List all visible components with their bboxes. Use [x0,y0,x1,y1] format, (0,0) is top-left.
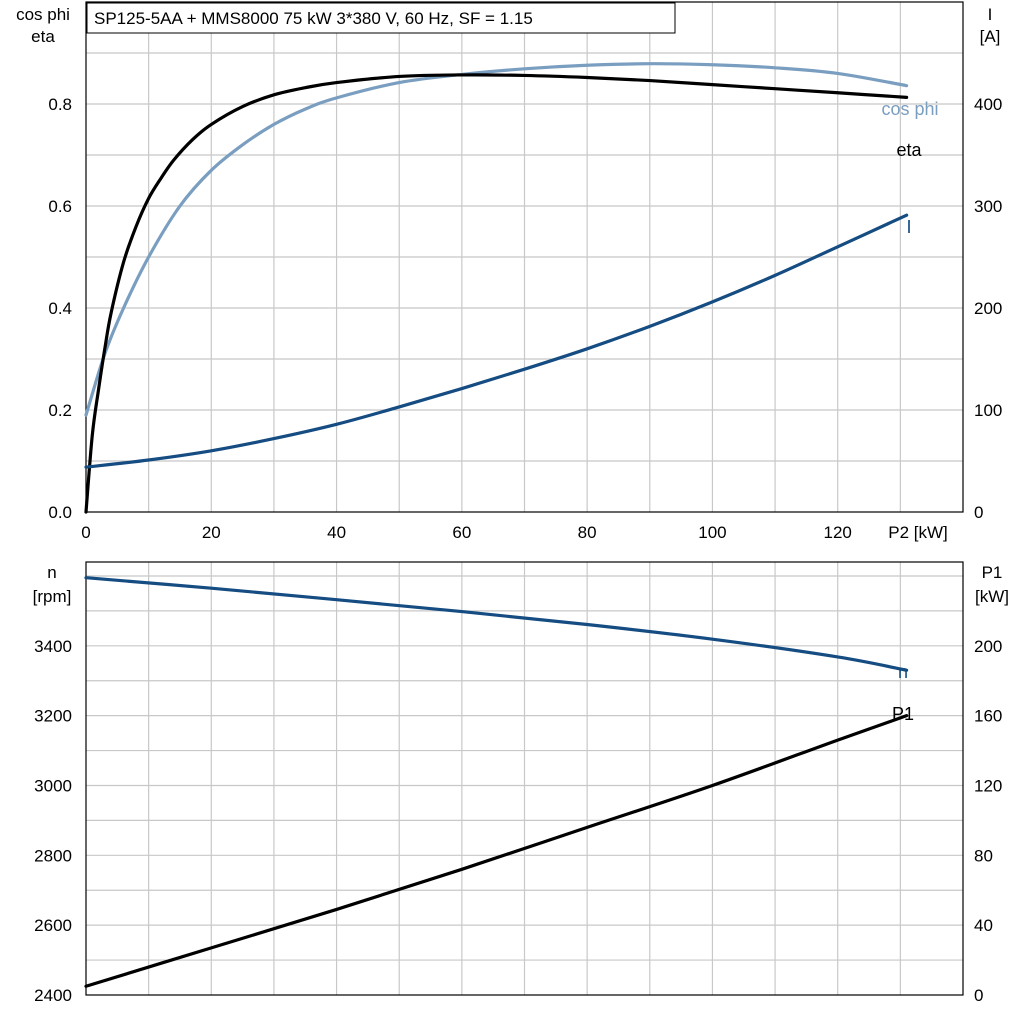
top-left-tick-label: 0.0 [48,503,72,522]
top-right-tick-label: 400 [974,95,1002,114]
chart-title-box [86,2,676,34]
top-curves: eta cos phi I [84,62,939,514]
x-axis-title: P2 [kW] [888,523,948,542]
top-ticks: 0 20 40 60 80 100 120 0.0 0.2 0.4 0.6 0.8 0 100 200 300… [48,95,1002,542]
x-tick-label: 100 [698,523,726,542]
x-tick-label: 60 [452,523,471,542]
top-right-axis-title-line1: I [988,5,993,24]
top-left-tick-label: 0.2 [48,401,72,420]
chart-title: SP125-5AA + MMS8000 75 kW 3*380 V, 60 Hz… [94,9,533,28]
bottom-right-axis-title-line2: [kW] [975,587,1009,606]
speed-curve-label: n [898,662,908,682]
bottom-right-tick-label: 0 [974,986,983,1005]
cos-phi-curve-label: cos phi [881,99,938,119]
bottom-right-tick-label: 80 [974,846,993,865]
bottom-left-tick-label: 2800 [34,846,72,865]
bottom-ticks: 2400 2600 2800 3000 3200 3400 0 40 80 120 160 200 [34,637,1002,1005]
bottom-right-axis-title-line1: P1 [982,563,1003,582]
top-right-tick-label: 200 [974,299,1002,318]
bottom-left-axis-title-line1: n [47,563,56,582]
bottom-right-tick-label: 200 [974,637,1002,656]
current-curve-label: I [906,217,911,237]
cos-phi-curve [84,62,909,417]
bottom-curves: n P1 [84,576,914,988]
bottom-left-tick-label: 3000 [34,776,72,795]
eta-curve-label: eta [896,140,922,160]
bottom-right-tick-label: 120 [974,776,1002,795]
bottom-right-tick-label: 40 [974,916,993,935]
top-left-axis-title-line1: cos phi [16,5,70,24]
eta-curve [84,73,909,514]
bottom-left-tick-label: 2400 [34,986,72,1005]
top-right-tick-label: 0 [974,503,983,522]
top-right-axis-title-line2: [A] [980,27,1001,46]
p1-curve-label: P1 [892,704,914,724]
bottom-right-tick-label: 160 [974,707,1002,726]
p1-curve [84,714,909,988]
current-curve [84,213,909,469]
x-tick-label: 0 [81,523,90,542]
top-left-tick-label: 0.6 [48,197,72,216]
bottom-left-tick-label: 3200 [34,707,72,726]
bottom-left-tick-label: 3400 [34,637,72,656]
x-tick-label: 80 [578,523,597,542]
x-tick-label: 20 [202,523,221,542]
bottom-plot-frame [85,561,964,996]
bottom-panel: nP1 240026002800300032003400040801201602… [33,561,1009,1005]
x-tick-label: 120 [824,523,852,542]
top-grid [86,2,963,512]
top-left-axis-title-line2: eta [31,27,55,46]
top-right-tick-label: 300 [974,197,1002,216]
x-tick-label: 40 [327,523,346,542]
speed-curve [84,576,909,672]
top-left-tick-label: 0.4 [48,299,72,318]
top-left-tick-label: 0.8 [48,95,72,114]
top-plot-frame [85,1,964,513]
bottom-left-axis-title-line2: [rpm] [33,587,72,606]
bottom-grid [86,562,963,995]
top-right-tick-label: 100 [974,401,1002,420]
bottom-left-tick-label: 2600 [34,916,72,935]
